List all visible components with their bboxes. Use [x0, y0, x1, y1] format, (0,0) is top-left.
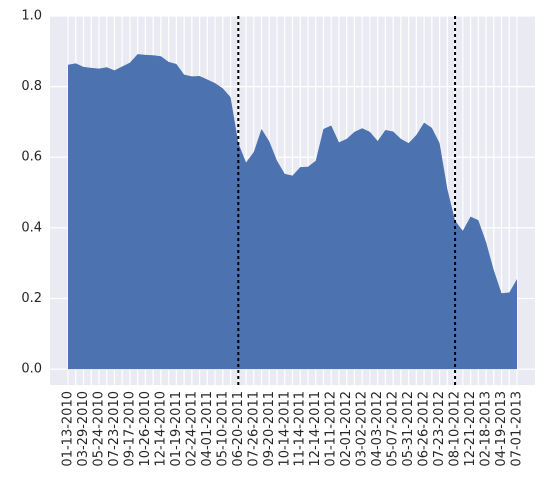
x-tick-label: 05-07-2012: [386, 391, 401, 467]
x-tick-label: 06-26-2012: [417, 391, 432, 467]
area: [68, 54, 517, 370]
x-tick-label: 01-19-2011: [169, 391, 184, 467]
x-tick-label: 04-19-2013: [494, 391, 509, 467]
x-tick-label: 05-10-2011: [215, 391, 230, 467]
x-tick-label: 02-01-2012: [339, 391, 354, 467]
x-tick-label: 03-02-2012: [355, 391, 370, 467]
x-tick-label: 02-24-2011: [184, 391, 199, 467]
y-tick-label: 0.4: [21, 220, 42, 235]
x-tick-label: 11-14-2011: [293, 391, 308, 467]
y-tick-label: 1.0: [21, 9, 42, 24]
y-tick-label: 0.0: [21, 362, 42, 377]
x-tick-label: 01-13-2010: [61, 391, 76, 467]
x-tick-label: 05-24-2010: [91, 391, 106, 467]
y-tick-label: 0.8: [21, 79, 42, 94]
x-tick-label: 01-11-2012: [324, 391, 339, 467]
x-tick-label: 03-29-2010: [76, 391, 91, 467]
x-tick-label: 07-26-2011: [246, 391, 261, 467]
x-tick-label: 09-17-2010: [122, 391, 137, 467]
x-tick-label: 12-14-2010: [153, 391, 168, 467]
x-tick-label: 04-03-2012: [370, 391, 385, 467]
x-tick-label: 02-18-2013: [479, 391, 494, 467]
y-tick-label: 0.6: [21, 150, 42, 165]
x-tick-label: 06-20-2011: [231, 391, 246, 467]
x-tick-label: 10-26-2010: [138, 391, 153, 467]
x-tick-label: 07-23-2010: [107, 391, 122, 467]
y-tick-label: 0.2: [21, 291, 42, 306]
x-tick-label: 08-10-2012: [448, 391, 463, 467]
x-tick-label: 07-23-2012: [432, 391, 447, 467]
x-tick-label: 07-01-2013: [510, 391, 525, 467]
x-tick-label: 10-14-2011: [277, 391, 292, 467]
x-tick-label: 04-01-2011: [200, 391, 215, 467]
x-tick-label: 05-31-2012: [401, 391, 416, 467]
x-tick-label: 12-21-2012: [463, 391, 478, 467]
x-tick-label: 09-20-2011: [262, 391, 277, 467]
x-tick-label: 12-14-2011: [308, 391, 323, 467]
